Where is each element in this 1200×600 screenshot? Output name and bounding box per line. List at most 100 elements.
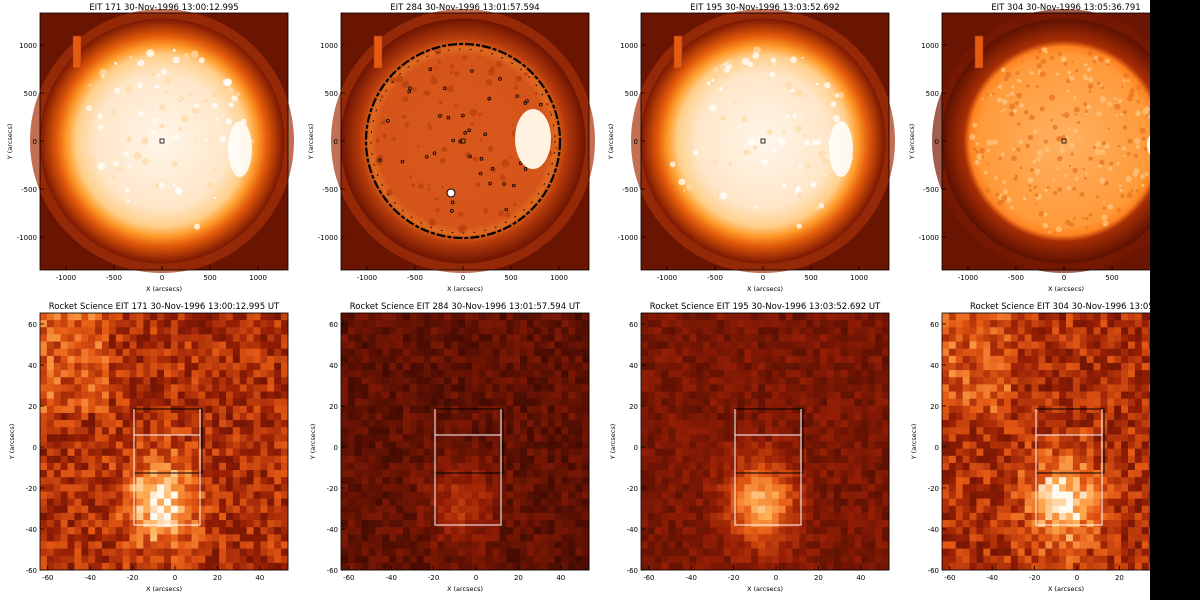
y-tick-label: 500 <box>24 90 37 98</box>
solar-disk <box>39 18 285 264</box>
panel-frame <box>640 12 890 271</box>
panel-title: Rocket Science EIT 284 30-Nov-1996 13:01… <box>350 302 581 312</box>
scale-bar <box>373 35 383 69</box>
y-tick-label: -500 <box>923 186 939 194</box>
y-axis-label: Y (arcsecs) <box>908 124 916 161</box>
y-axis-label: Y (arcsecs) <box>910 424 918 461</box>
y-tick-label: 1000 <box>320 42 338 50</box>
x-tick-label: -500 <box>106 274 122 282</box>
y-tick-label: 60 <box>629 321 638 329</box>
solar-disk <box>640 18 886 264</box>
x-tick-label: -500 <box>407 274 423 282</box>
white-box <box>133 434 201 526</box>
y-tick-label: -500 <box>21 186 37 194</box>
x-tick-label: -500 <box>1008 274 1024 282</box>
y-axis-label: Y (arcsecs) <box>8 424 16 461</box>
panel-title: Rocket Science EIT 171 30-Nov-1996 13:00… <box>49 302 280 312</box>
pixel-map <box>942 313 1191 571</box>
x-tick-label: -500 <box>707 274 723 282</box>
y-tick-label: -500 <box>622 186 638 194</box>
x-tick-label: -1000 <box>56 274 76 282</box>
y-axis-label: Y (arcsecs) <box>6 124 14 161</box>
zoom-panel-1: Rocket Science EIT 284 30-Nov-1996 13:01… <box>309 302 590 593</box>
bright-limb-region <box>829 121 853 177</box>
center-marker <box>760 138 766 144</box>
x-tick-label: 1000 <box>249 274 267 282</box>
y-tick-label: 0 <box>334 138 338 146</box>
bright-limb-region <box>228 121 252 177</box>
panel-frame <box>39 12 289 271</box>
x-tick-label: -40 <box>986 574 997 582</box>
scale-bar <box>72 35 82 69</box>
panel-frame <box>39 312 289 571</box>
y-tick-label: 20 <box>329 403 338 411</box>
x-tick-label: 40 <box>856 574 865 582</box>
panel-title: Rocket Science EIT 304 30-Nov-1996 13:05… <box>970 302 1162 312</box>
pixel-map <box>641 313 890 571</box>
x-axis-label: X (arcsecs) <box>1048 585 1084 593</box>
y-tick-label: 40 <box>629 362 638 370</box>
x-tick-label: 20 <box>1115 574 1124 582</box>
x-axis-label: X (arcsecs) <box>747 585 783 593</box>
x-tick-label: 0 <box>774 574 778 582</box>
x-tick-label: -40 <box>685 574 696 582</box>
y-tick-label: -1000 <box>618 234 638 242</box>
center-marker <box>159 138 165 144</box>
panel-title: EIT 284 30-Nov-1996 13:01:57.594 <box>390 3 539 13</box>
contour-ring <box>364 42 562 240</box>
x-axis-label: X (arcsecs) <box>146 585 182 593</box>
y-tick-label: 500 <box>325 90 338 98</box>
x-axis-label: X (arcsecs) <box>747 285 783 293</box>
center-marker <box>1061 138 1067 144</box>
x-tick-label: 20 <box>814 574 823 582</box>
right-black-bar <box>1150 0 1200 600</box>
y-tick-label: 0 <box>33 138 37 146</box>
x-tick-label: -1000 <box>958 274 978 282</box>
x-tick-label: 500 <box>203 274 216 282</box>
zoom-panel-3: Rocket Science EIT 304 30-Nov-1996 13:05… <box>910 302 1191 593</box>
top-panel-304: EIT 304 30-Nov-1996 13:05:36.791 -1000 -50… <box>908 3 1196 293</box>
panel-frame <box>340 12 590 271</box>
y-tick-label: 20 <box>930 403 939 411</box>
y-tick-label: -60 <box>627 567 638 575</box>
pixel-map <box>40 313 289 571</box>
x-tick-label: -20 <box>728 574 739 582</box>
x-tick-label: -20 <box>127 574 138 582</box>
y-axis-label: Y (arcsecs) <box>307 124 315 161</box>
panel-title: Rocket Science EIT 195 30-Nov-1996 13:03… <box>650 302 881 312</box>
white-box <box>434 434 502 526</box>
y-tick-label: 20 <box>28 403 37 411</box>
x-axis-label: X (arcsecs) <box>447 585 483 593</box>
x-tick-label: -60 <box>944 574 955 582</box>
scale-bar <box>673 35 683 69</box>
y-tick-label: -60 <box>26 567 37 575</box>
disk-texture <box>86 48 254 230</box>
panel-title: EIT 171 30-Nov-1996 13:00:12.995 <box>89 3 238 13</box>
panel-title: EIT 304 30-Nov-1996 13:05:36.791 <box>991 3 1140 13</box>
x-tick-label: -20 <box>428 574 439 582</box>
x-tick-label: 0 <box>160 274 164 282</box>
x-axis-label: X (arcsecs) <box>447 285 483 293</box>
y-tick-label: 1000 <box>620 42 638 50</box>
y-axis-label: Y (arcsecs) <box>309 424 317 461</box>
x-tick-label: 500 <box>1105 274 1118 282</box>
x-tick-label: -60 <box>42 574 53 582</box>
white-box <box>1035 434 1103 526</box>
y-tick-label: -1000 <box>17 234 37 242</box>
panel-title: EIT 195 30-Nov-1996 13:03:52.692 <box>690 3 839 13</box>
y-tick-label: 40 <box>329 362 338 370</box>
y-tick-label: 40 <box>930 362 939 370</box>
y-tick-label: 500 <box>926 90 939 98</box>
x-tick-label: 500 <box>804 274 817 282</box>
y-tick-label: 0 <box>935 138 939 146</box>
y-tick-label: 60 <box>28 321 37 329</box>
y-tick-label: -40 <box>627 526 638 534</box>
y-tick-label: -1000 <box>318 234 338 242</box>
y-tick-label: 0 <box>634 138 638 146</box>
y-tick-label: 0 <box>935 444 939 452</box>
panel-frame <box>640 312 890 571</box>
y-tick-label: 40 <box>28 362 37 370</box>
y-tick-label: -20 <box>26 485 37 493</box>
y-axis-label: Y (arcsecs) <box>607 124 615 161</box>
